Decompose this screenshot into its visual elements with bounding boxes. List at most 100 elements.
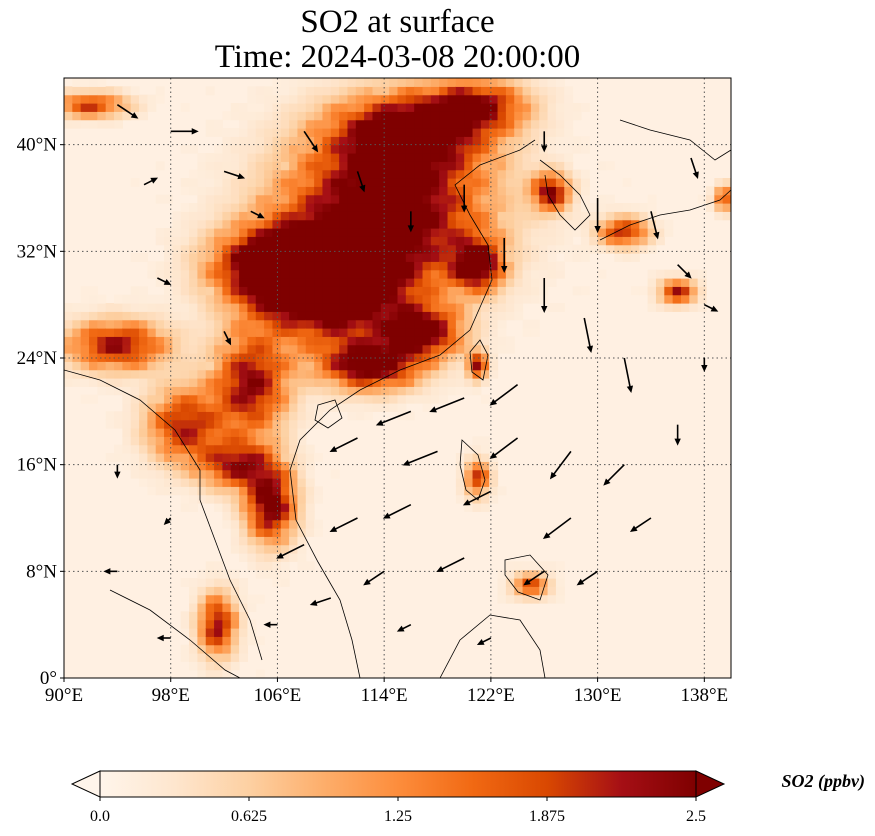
so2-cell [230, 636, 240, 646]
so2-cell [230, 361, 240, 371]
so2-cell [322, 269, 332, 279]
so2-cell [64, 361, 73, 371]
so2-cell [489, 469, 499, 479]
so2-cell [114, 311, 123, 321]
so2-cell [530, 278, 540, 287]
so2-cell [364, 203, 374, 212]
so2-cell [214, 661, 224, 671]
so2-cell [80, 378, 90, 387]
so2-cell [272, 461, 282, 471]
so2-cell [480, 286, 490, 296]
so2-cell [347, 403, 357, 412]
so2-cell [272, 328, 282, 337]
so2-cell [139, 103, 148, 112]
so2-cell [272, 94, 282, 104]
wind-vector [583, 317, 594, 353]
wind-vector [116, 104, 139, 119]
so2-cell [214, 594, 224, 604]
so2-cell [522, 86, 532, 96]
so2-cell [372, 294, 382, 304]
so2-cell [422, 128, 432, 137]
so2-cell [330, 328, 340, 337]
so2-cell [189, 219, 198, 229]
so2-cell [655, 294, 665, 304]
so2-cell [555, 194, 565, 204]
so2-cell [580, 169, 590, 179]
so2-cell [264, 186, 274, 196]
so2-cell [222, 386, 232, 396]
so2-cell [189, 294, 198, 304]
so2-cell [164, 453, 173, 462]
so2-cell [714, 178, 724, 187]
so2-cell [389, 136, 399, 146]
so2-cell [372, 303, 382, 312]
so2-cell [364, 194, 374, 204]
so2-cell [505, 186, 515, 196]
so2-cell [472, 244, 482, 254]
so2-cell [489, 278, 499, 287]
so2-cell [430, 103, 440, 112]
so2-cell [197, 336, 207, 346]
so2-cell [564, 244, 574, 254]
so2-cell [422, 378, 432, 387]
so2-cell [280, 328, 290, 337]
so2-cell [480, 336, 490, 346]
so2-cell [264, 361, 274, 371]
so2-cell [297, 194, 307, 204]
so2-cell [489, 194, 499, 204]
so2-cell [164, 403, 173, 412]
so2-cell [180, 186, 190, 196]
so2-cell [197, 644, 207, 654]
so2-cell [305, 178, 315, 187]
colorbar: 0.0 0.625 1.25 1.875 2.5 SO2 (ppbv) [70, 770, 865, 825]
so2-cell [230, 378, 240, 387]
so2-cell [505, 569, 515, 579]
so2-cell [122, 344, 132, 354]
so2-cell [130, 411, 140, 421]
so2-cell [222, 669, 232, 678]
wind-vector [309, 597, 332, 606]
so2-cell [705, 203, 715, 212]
so2-cell [80, 394, 90, 404]
so2-cell [514, 128, 524, 137]
so2-cell [330, 211, 340, 221]
so2-cell [472, 253, 482, 262]
so2-cell [339, 161, 349, 171]
so2-cell [330, 203, 340, 212]
so2-cell [205, 594, 215, 604]
so2-cell [264, 144, 274, 154]
so2-cell [430, 186, 440, 196]
so2-cell [464, 344, 474, 354]
so2-cell [222, 394, 232, 404]
so2-cell [380, 228, 390, 237]
so2-cell [197, 478, 207, 487]
so2-cell [555, 94, 565, 104]
so2-cell [230, 619, 240, 629]
so2-cell [522, 236, 532, 246]
so2-cell [314, 169, 324, 179]
so2-cell [414, 119, 424, 129]
so2-cell [614, 236, 624, 246]
so2-cell [480, 119, 490, 129]
so2-cell [430, 278, 440, 287]
wind-vector [436, 557, 465, 572]
so2-cell [114, 94, 123, 104]
so2-cell [247, 386, 257, 396]
so2-cell [572, 144, 582, 154]
so2-cell [514, 211, 524, 221]
so2-cell [480, 161, 490, 171]
so2-cell [372, 386, 382, 396]
so2-cell [439, 219, 449, 229]
so2-cell [339, 178, 349, 187]
so2-cell [547, 136, 557, 146]
so2-cell [347, 203, 357, 212]
so2-cell [397, 361, 407, 371]
so2-cell [239, 119, 249, 129]
so2-cell [497, 86, 507, 96]
so2-cell [147, 436, 157, 446]
so2-cell [264, 403, 274, 412]
so2-cell [230, 653, 240, 662]
so2-cell [97, 111, 107, 121]
so2-cell [330, 361, 340, 371]
so2-cell [297, 119, 307, 129]
